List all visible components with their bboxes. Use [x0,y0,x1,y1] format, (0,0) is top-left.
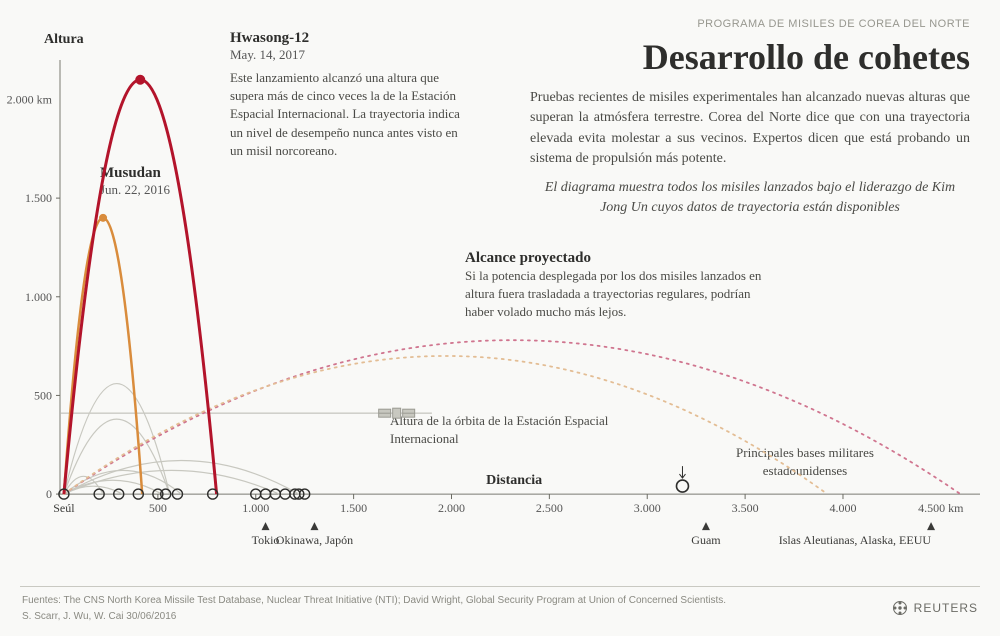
svg-text:Islas Aleutianas, Alaska, EEUU: Islas Aleutianas, Alaska, EEUU [779,533,932,547]
footer-byline: S. Scarr, J. Wu, W. Cai 30/06/2016 [22,610,176,624]
svg-text:1.500: 1.500 [340,501,367,515]
svg-text:Distancia: Distancia [486,473,542,488]
svg-text:4.000: 4.000 [829,501,856,515]
svg-text:Okinawa, Japón: Okinawa, Japón [276,533,353,547]
svg-text:2.000: 2.000 [438,501,465,515]
brand-lockup: REUTERS [892,600,978,616]
svg-text:1.000: 1.000 [25,290,52,304]
svg-text:4.500 km: 4.500 km [918,501,964,515]
iss-icon [379,408,415,418]
infographic-canvas: PROGRAMA DE MISILES DE COREA DEL NORTE D… [0,0,1000,636]
brand-text: REUTERS [914,601,978,615]
svg-text:1.500: 1.500 [25,191,52,205]
svg-text:Seúl: Seúl [53,501,75,515]
footer-sources: Fuentes: The CNS North Korea Missile Tes… [22,594,880,608]
svg-text:0: 0 [46,487,52,501]
svg-text:Guam: Guam [691,533,721,547]
reuters-icon [892,600,908,616]
svg-text:2.500: 2.500 [536,501,563,515]
svg-text:500: 500 [34,388,52,402]
svg-text:500: 500 [149,501,167,515]
svg-text:2.000 km: 2.000 km [7,92,53,106]
svg-text:3.000: 3.000 [634,501,661,515]
footer-rule [20,586,980,587]
svg-text:3.500: 3.500 [732,501,759,515]
trajectory-plot: 0 500 1.000 1.500 2.000 km 500 1.000 1.500 2.000… [0,0,1000,636]
svg-text:1.000: 1.000 [242,501,269,515]
